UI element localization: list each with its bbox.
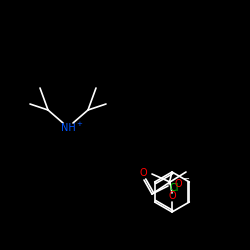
Text: Cl: Cl bbox=[169, 183, 179, 193]
Text: O: O bbox=[174, 179, 182, 189]
Text: O: O bbox=[139, 168, 147, 178]
Text: O: O bbox=[168, 191, 176, 201]
Text: +: + bbox=[76, 121, 82, 127]
Text: −: − bbox=[182, 174, 190, 184]
Text: NH: NH bbox=[60, 123, 76, 133]
